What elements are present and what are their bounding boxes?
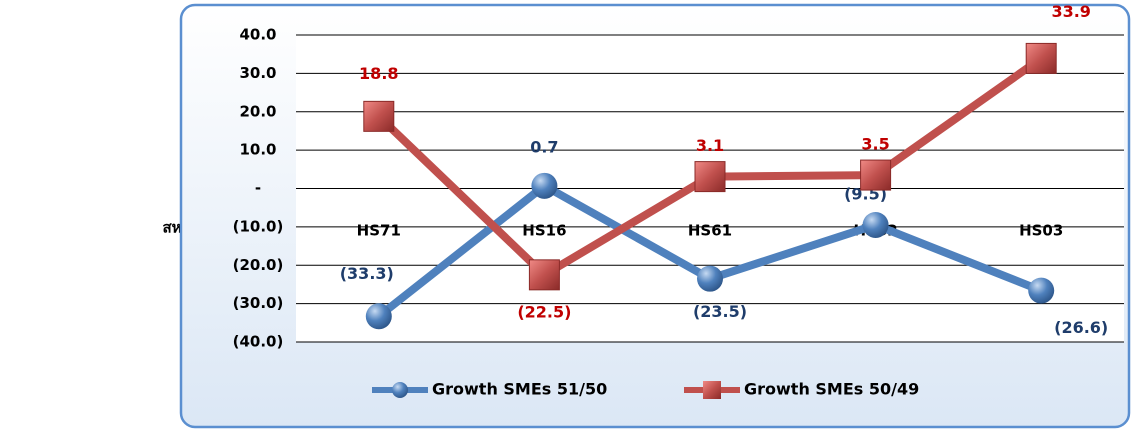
data-label: 3.5 [861,135,889,154]
legend-marker [392,382,408,398]
data-label: 3.1 [696,136,724,155]
y-tick-label: 10.0 [239,141,276,159]
x-tick-label: HS71 [357,222,401,240]
marker [1025,42,1057,74]
data-label: (22.5) [517,302,571,321]
data-label: 0.7 [530,137,558,156]
marker [1028,277,1055,304]
data-label: 18.8 [359,64,398,83]
x-tick-label: HS03 [1019,222,1063,240]
y-tick-label: 20.0 [239,102,276,120]
x-tick-label: HS16 [522,222,566,240]
marker [694,161,726,193]
legend-label: Growth SMEs 50/49 [744,380,919,399]
legend-label: Growth SMEs 51/50 [432,380,607,399]
marker [528,259,560,291]
legend-marker [703,381,721,399]
data-label: (26.6) [1054,318,1108,337]
marker [363,100,395,132]
y-tick-label: - [255,179,261,197]
y-tick-label: (10.0) [233,217,284,235]
y-tick-label: (30.0) [233,294,284,312]
y-tick-label: (20.0) [233,256,284,274]
marker [862,211,889,238]
data-label: 33.9 [1051,2,1090,21]
data-label: (23.5) [693,302,747,321]
marker [365,303,392,330]
data-label: (33.3) [340,264,394,283]
x-tick-label: HS61 [688,222,732,240]
marker [531,172,558,199]
y-tick-label: (40.0) [233,333,284,351]
marker [860,159,892,191]
y-tick-label: 30.0 [239,64,276,82]
marker [697,265,723,292]
y-tick-label: 40.0 [239,26,276,44]
